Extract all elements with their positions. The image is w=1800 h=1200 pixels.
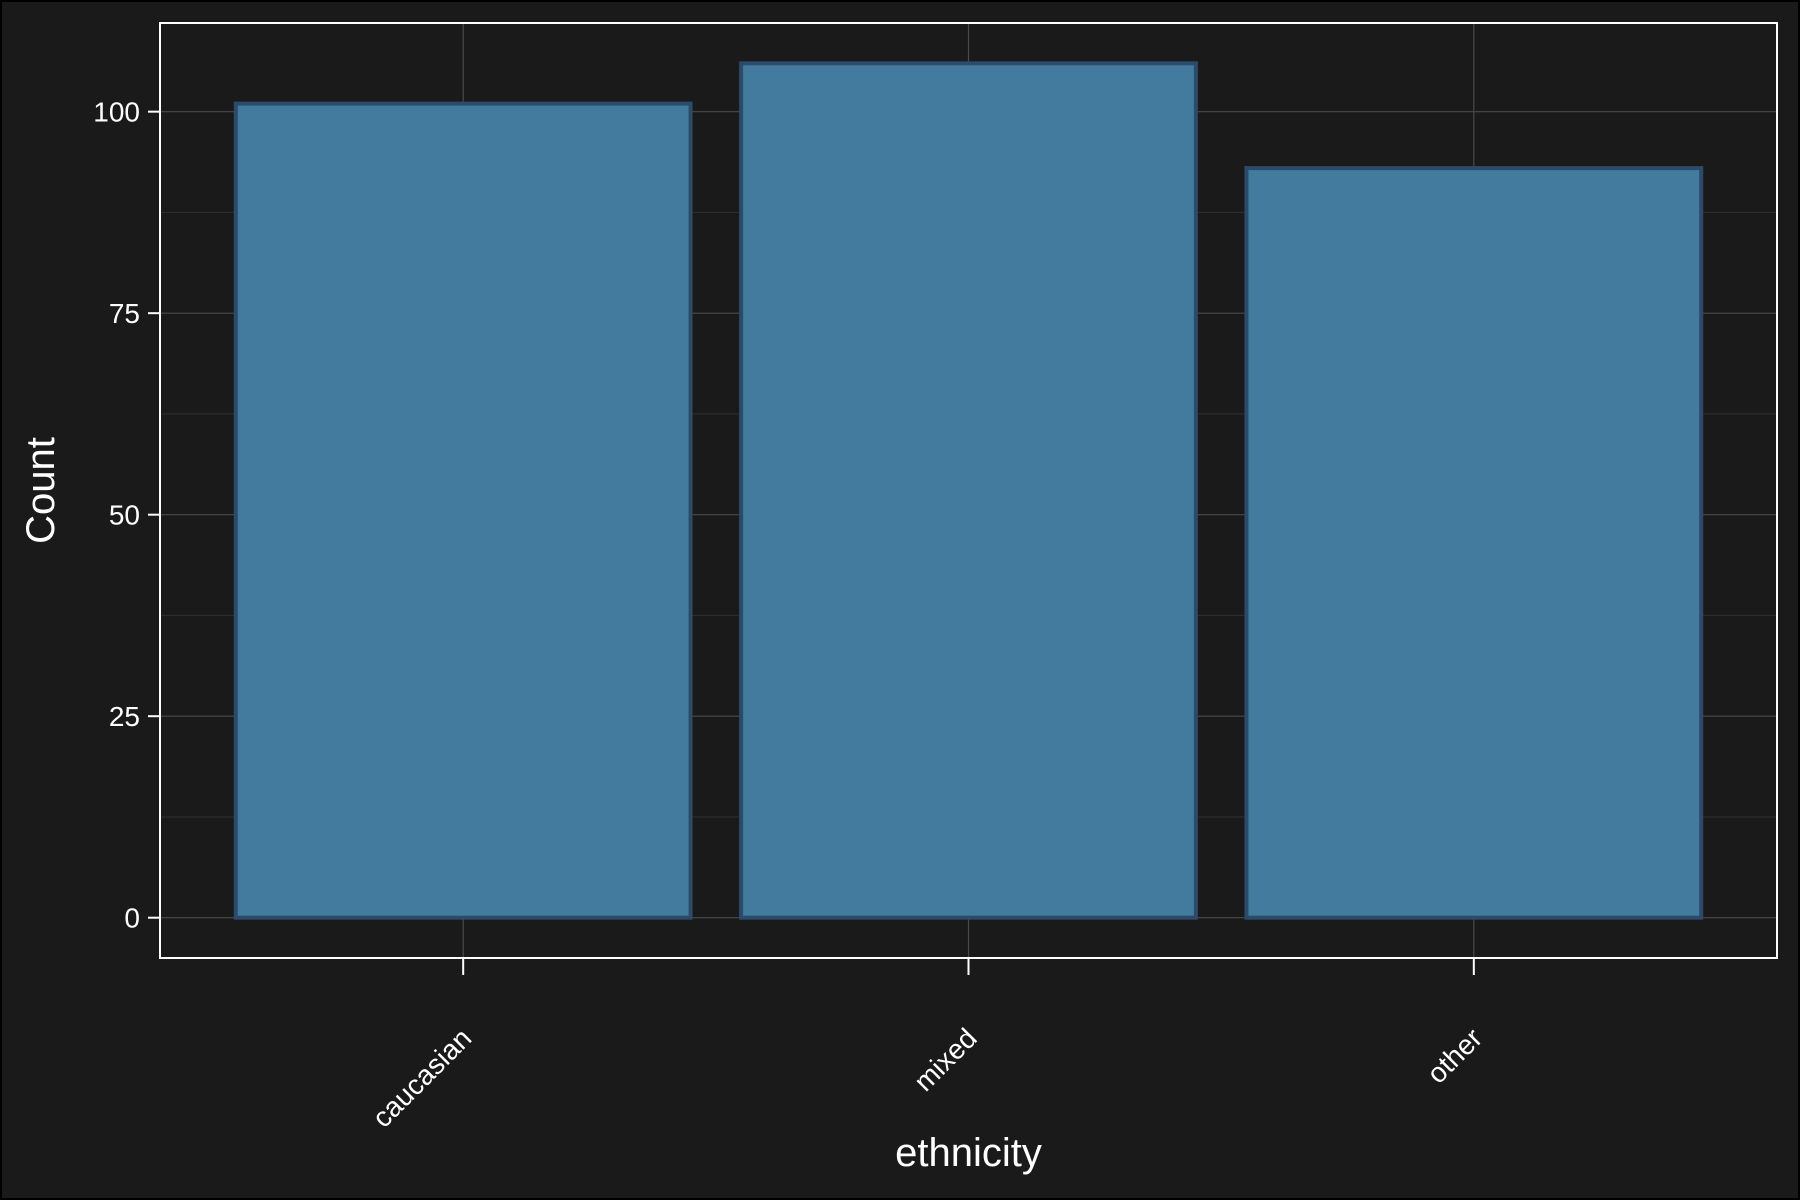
y-tick-label: 0 bbox=[124, 903, 140, 934]
y-axis: 0 25 50 75 100 bbox=[93, 97, 160, 934]
y-tick-label: 50 bbox=[109, 500, 140, 531]
bar-mixed bbox=[739, 61, 1198, 920]
bars bbox=[233, 61, 1704, 920]
y-tick-label: 25 bbox=[109, 701, 140, 732]
y-axis-title: Count bbox=[19, 437, 63, 544]
y-tick-label: 75 bbox=[109, 298, 140, 329]
x-axis-title: ethnicity bbox=[895, 1131, 1042, 1175]
bar-caucasian bbox=[233, 101, 693, 920]
bar-other bbox=[1244, 166, 1704, 920]
y-tick-label: 100 bbox=[93, 97, 140, 128]
